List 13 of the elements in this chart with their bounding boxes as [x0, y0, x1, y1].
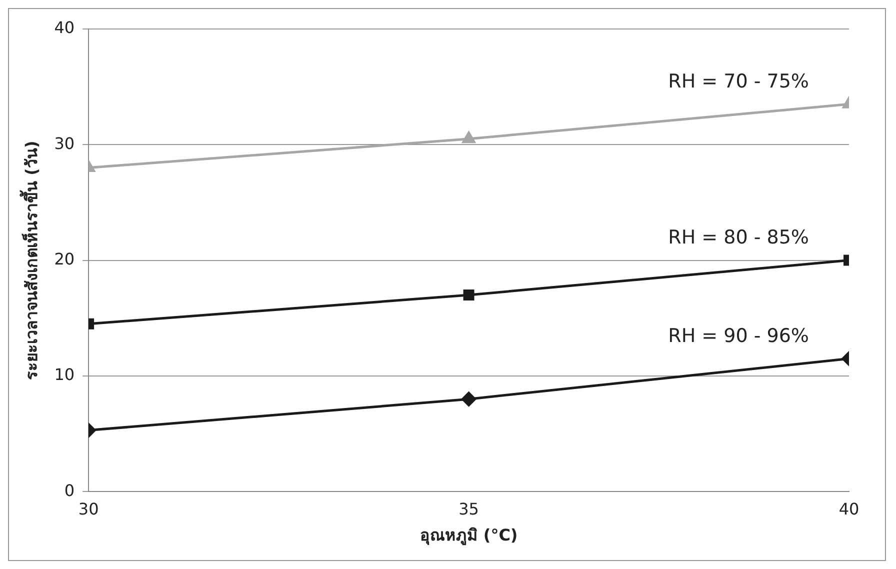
- x-axis-title: อุณหภูมิ (°C): [420, 526, 518, 547]
- y-tick-label: 20: [54, 249, 75, 268]
- x-tick-label: 40: [838, 499, 860, 518]
- series-label: RH = 70 - 75%: [668, 70, 809, 93]
- y-tick-label: 0: [64, 480, 75, 500]
- y-axis-title: ระยะเวลาจนสังเกตเห็นราขึ้น (วัน): [18, 140, 41, 380]
- x-tick-label: 35: [458, 499, 479, 518]
- y-tick-label: 30: [54, 134, 75, 153]
- y-tick-label: 40: [54, 18, 75, 38]
- series-label: RH = 90 - 96%: [668, 325, 809, 348]
- series-label: RH = 80 - 85%: [668, 226, 809, 249]
- y-tick-label: 10: [54, 365, 75, 384]
- x-tick-label: 30: [78, 499, 99, 518]
